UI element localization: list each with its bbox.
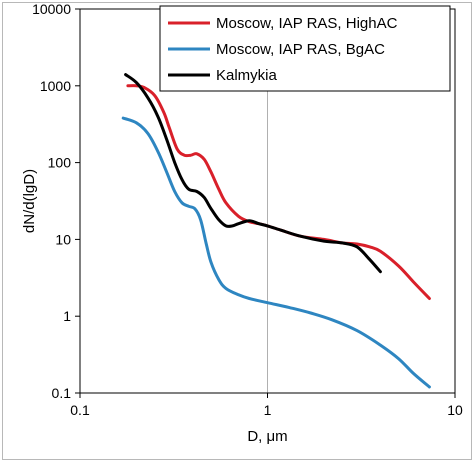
x-tick-label: 10 <box>447 402 463 418</box>
series-lines <box>121 73 431 389</box>
y-tick-label: 10000 <box>32 1 71 17</box>
y-tick-label: 1 <box>63 308 71 324</box>
legend-label-kalmykia: Kalmykia <box>216 67 278 84</box>
y-tick-label: 0.1 <box>52 385 72 401</box>
x-axis-title: D, μm <box>247 428 287 445</box>
legend-label-highac: Moscow, IAP RAS, HighAC <box>216 15 398 32</box>
y-axis-title: dN/d(lgD) <box>21 169 38 233</box>
y-tick-label: 1000 <box>40 78 71 94</box>
series-line-bgac <box>121 116 431 389</box>
series-line-highac <box>126 84 431 300</box>
axis-ticks: 0.1 1 10 0.1 1 10 100 1000 10000 <box>32 1 463 418</box>
legend: Moscow, IAP RAS, HighAC Moscow, IAP RAS,… <box>159 5 451 92</box>
x-tick-label: 1 <box>264 402 272 418</box>
y-tick-label: 10 <box>55 231 71 247</box>
x-tick-label: 0.1 <box>70 402 90 418</box>
series-line-kalmykia <box>124 73 382 274</box>
y-tick-label: 100 <box>48 155 72 171</box>
legend-label-bgac: Moscow, IAP RAS, BgAC <box>216 41 385 58</box>
